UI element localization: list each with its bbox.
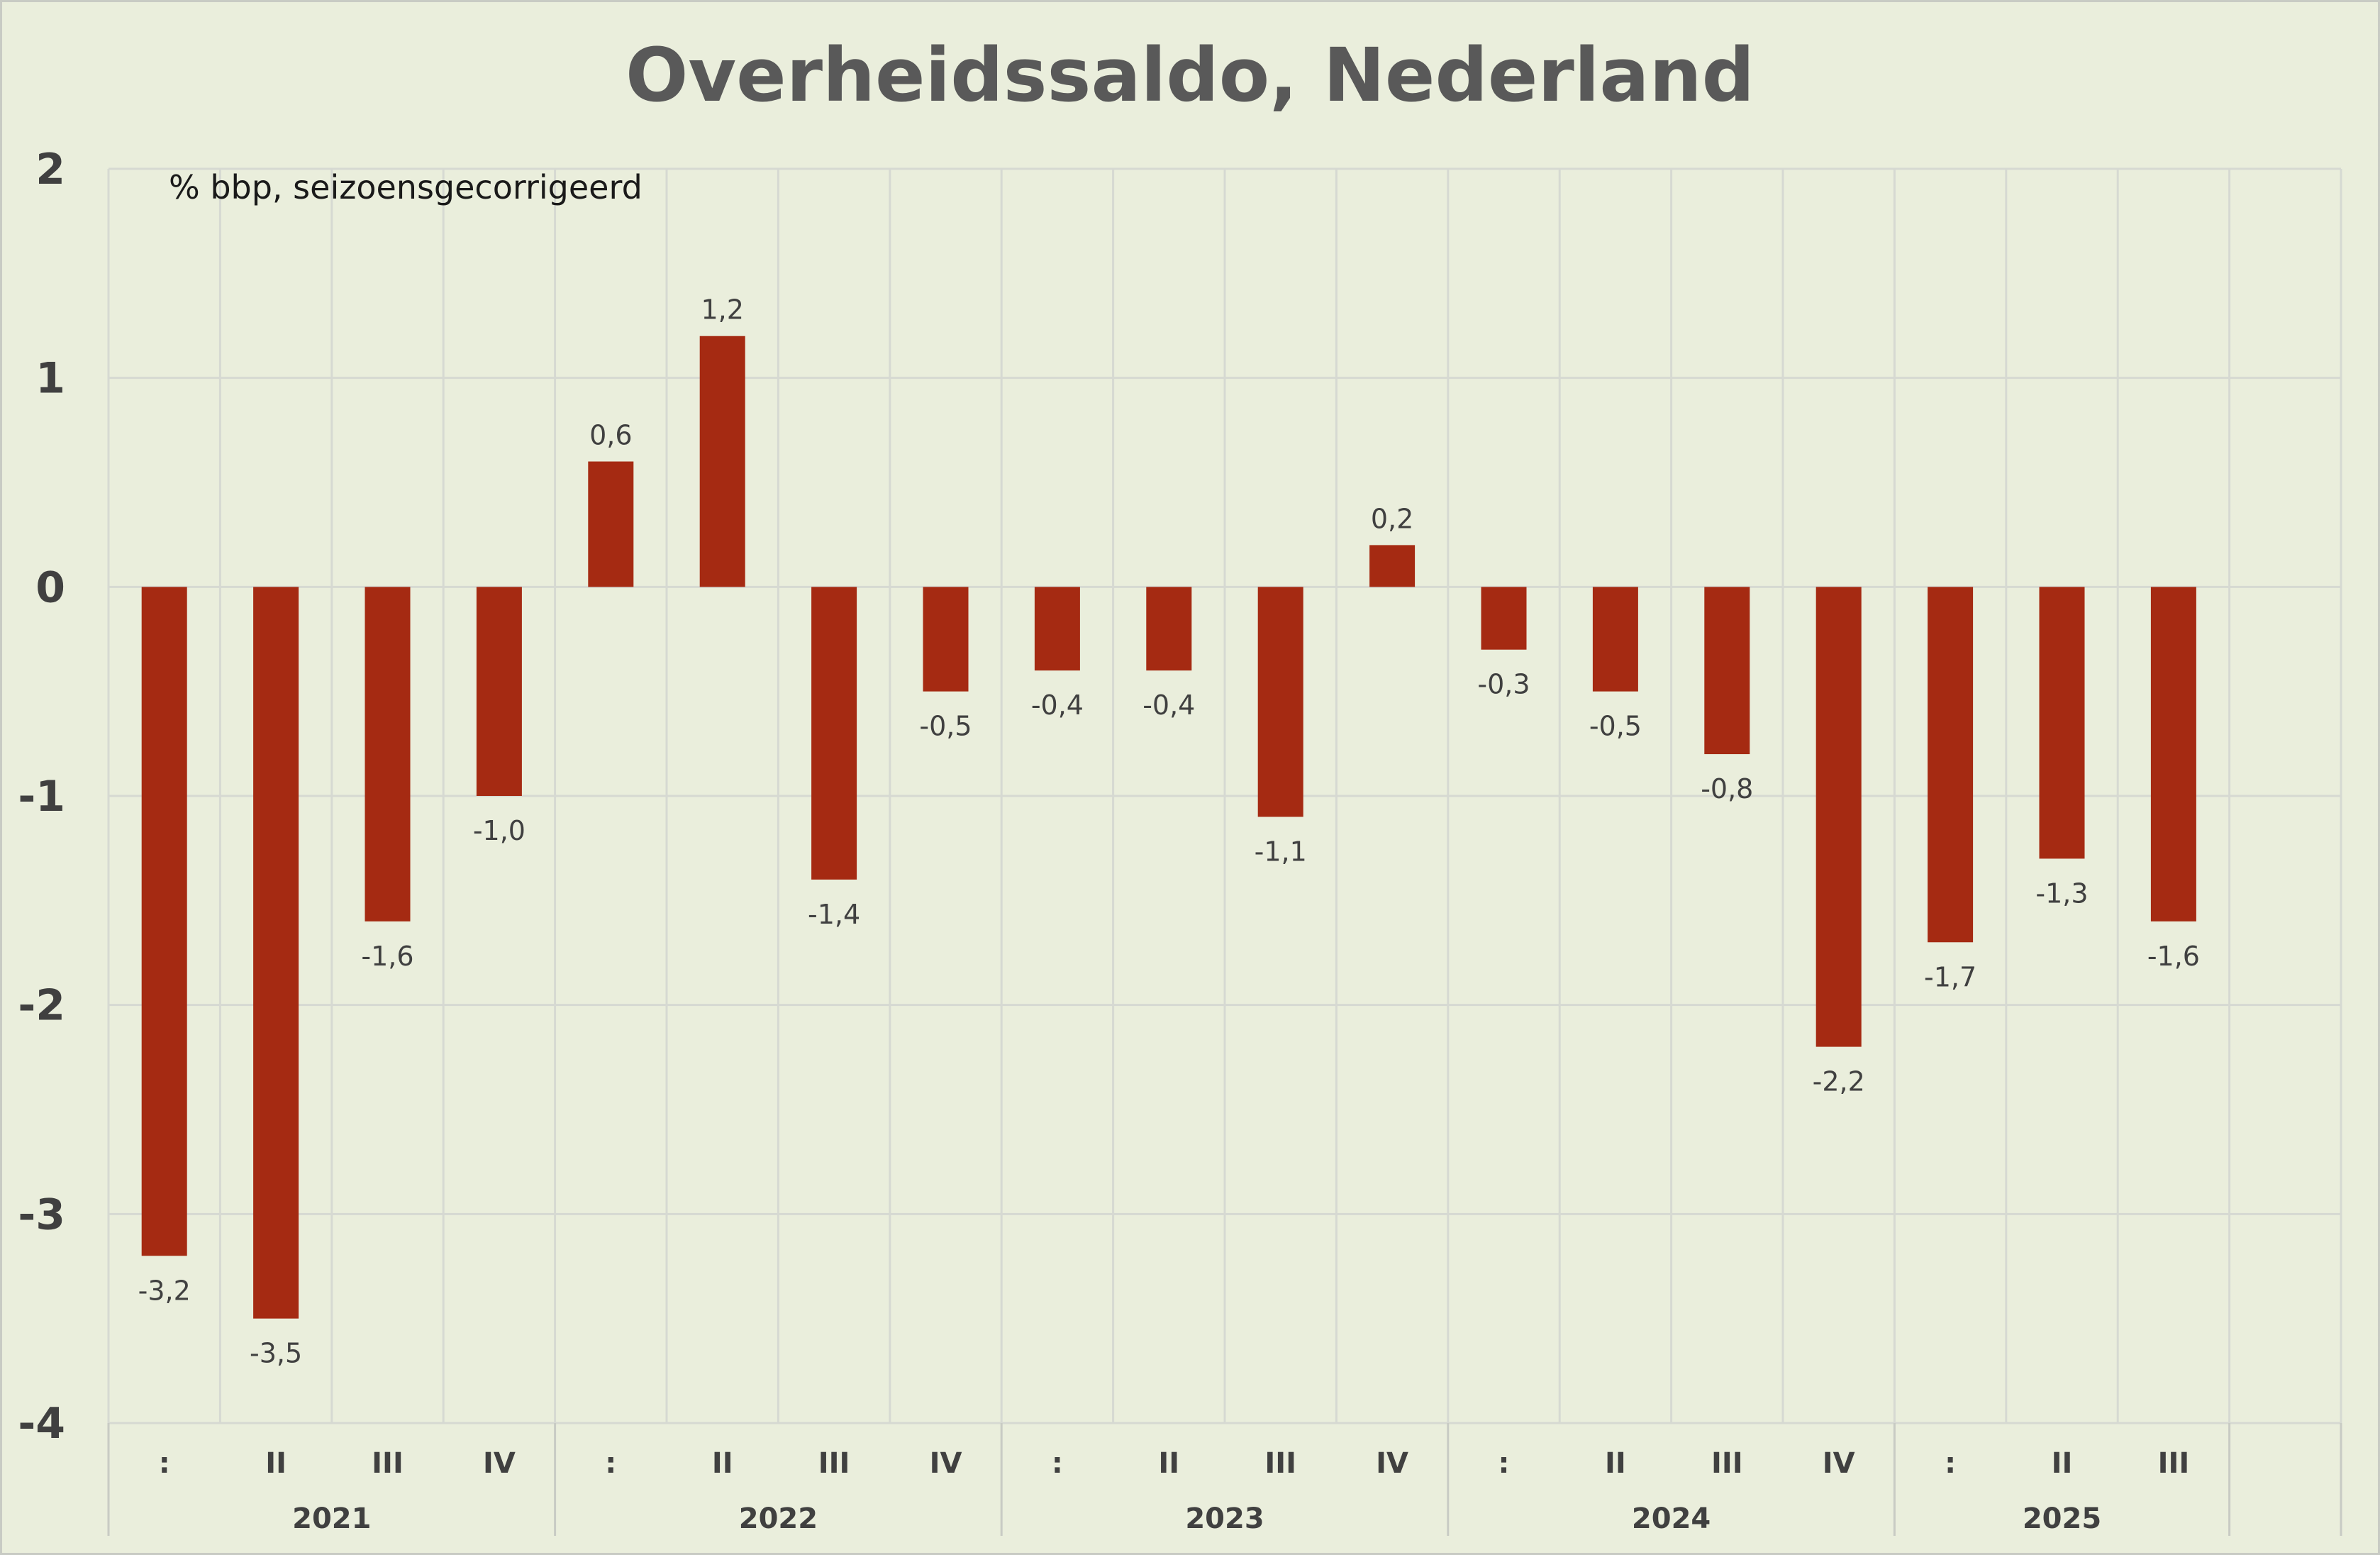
bar (699, 336, 745, 587)
x-category-label: II (265, 1447, 287, 1480)
data-label: 0,6 (589, 420, 632, 451)
bar (141, 587, 187, 1256)
bar (2039, 587, 2085, 859)
bar (923, 587, 969, 692)
x-group-label: 2022 (739, 1503, 818, 1535)
y-tick-label: 1 (35, 354, 65, 404)
x-category-label: II (712, 1447, 733, 1480)
y-tick-label: -3 (18, 1190, 65, 1239)
data-label: -1,6 (2147, 941, 2200, 972)
x-category-label: IV (1823, 1447, 1855, 1480)
x-category-label: : (1052, 1447, 1063, 1480)
bars (141, 336, 2196, 1319)
y-tick-label: -2 (18, 981, 65, 1031)
bar (1146, 587, 1192, 671)
x-category-label: : (1945, 1447, 1956, 1480)
x-category-label: : (605, 1447, 616, 1480)
x-category-label: III (372, 1447, 404, 1480)
x-group-label: 2025 (2023, 1503, 2101, 1535)
y-tick-label: 0 (35, 563, 65, 612)
bar (253, 587, 299, 1319)
gridlines (107, 167, 2342, 1424)
chart-subtitle: % bbp, seizoensgecorrigeerd (169, 168, 643, 206)
x-category-label: III (2158, 1447, 2190, 1480)
y-tick-label: -1 (18, 772, 65, 821)
bar (2150, 587, 2196, 922)
bar (1815, 587, 1862, 1047)
data-label: 1,2 (701, 294, 743, 326)
x-category-label: III (1711, 1447, 1743, 1480)
data-label: -0,8 (1701, 773, 1753, 804)
data-label: -1,6 (361, 941, 413, 972)
chart-title: Overheidssaldo, Nederland (625, 32, 1755, 118)
x-category-label: IV (1376, 1447, 1408, 1480)
x-category-label: III (818, 1447, 850, 1480)
bar (1034, 587, 1080, 671)
bar (1704, 587, 1750, 755)
data-label: -0,3 (1477, 669, 1530, 700)
bar (1369, 545, 1416, 587)
bar (1592, 587, 1638, 692)
data-label: -0,4 (1142, 690, 1195, 721)
data-label: 0,2 (1371, 503, 1413, 534)
x-category-label: IV (483, 1447, 516, 1480)
x-category-label: III (1264, 1447, 1296, 1480)
x-category-label: II (2052, 1447, 2073, 1480)
bar (1928, 587, 1974, 943)
y-tick-label: 2 (35, 145, 65, 194)
data-label: -3,2 (138, 1275, 191, 1306)
data-label: -0,4 (1031, 690, 1084, 721)
data-label: -1,3 (2035, 878, 2088, 909)
x-group-label: 2021 (292, 1503, 371, 1535)
data-label: -1,0 (473, 815, 526, 846)
bar (588, 461, 634, 587)
x-category-label: II (1605, 1447, 1626, 1480)
data-label: -2,2 (1813, 1066, 1865, 1097)
data-label: -1,4 (808, 899, 860, 930)
data-label: -1,1 (1255, 836, 1307, 867)
bar (1257, 587, 1303, 817)
x-category-label: : (159, 1447, 170, 1480)
x-category-label: : (1498, 1447, 1510, 1480)
x-group-label: 2024 (1632, 1503, 1711, 1535)
x-category-label: IV (930, 1447, 962, 1480)
bar (365, 587, 411, 922)
data-label: -0,5 (919, 711, 972, 742)
y-tick-label: -4 (18, 1399, 65, 1449)
x-group-label: 2023 (1185, 1503, 1264, 1535)
bar (811, 587, 857, 880)
data-labels: -3,2 -3,5 -1,6 -1,0 0,6 1,2 -1,4 -0,5 -0,4 -0,4 -1… (138, 294, 2200, 1369)
x-axis: : II III IV: II III IV: II III IV: II III IV: II III20… (107, 1423, 2342, 1536)
data-label: -1,7 (1924, 961, 1976, 992)
bar (1481, 587, 1527, 650)
x-category-label: II (1158, 1447, 1179, 1480)
y-axis: 2 1 0 -1 -2 -3 -4 (18, 145, 65, 1449)
data-label: -0,5 (1589, 711, 1642, 742)
data-label: -3,5 (250, 1338, 302, 1369)
bar (476, 587, 522, 796)
